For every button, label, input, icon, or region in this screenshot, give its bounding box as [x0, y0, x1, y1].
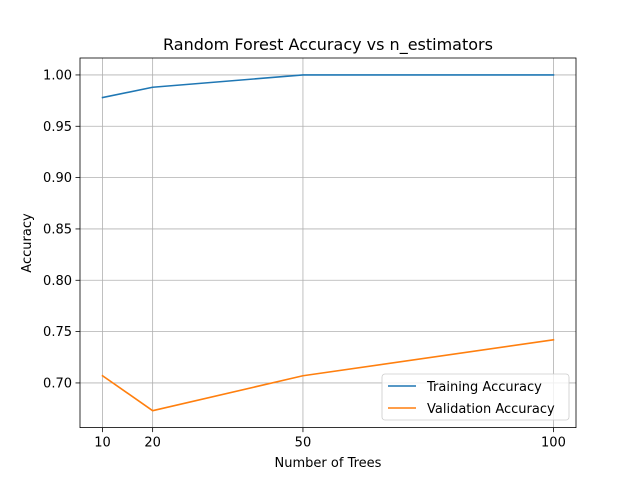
- x-tick-label: 100: [541, 436, 566, 451]
- x-gridlines: [102, 58, 554, 428]
- y-tick-label: 1.00: [43, 68, 72, 83]
- series-line-validation: [101, 338, 555, 412]
- plot-background: [80, 58, 576, 428]
- y-tick-label: 0.85: [43, 222, 72, 237]
- y-tick-label: 0.80: [43, 274, 72, 289]
- legend-label-training: Training Accuracy: [426, 380, 542, 395]
- series-lines: [101, 74, 555, 412]
- legend: Training Accuracy Validation Accuracy: [381, 373, 570, 421]
- y-tick-label: 0.75: [43, 325, 72, 340]
- x-axis-ticks: 10 20 50 100: [94, 427, 566, 451]
- legend-label-validation: Validation Accuracy: [427, 402, 555, 417]
- x-axis-title: Number of Trees: [275, 456, 382, 471]
- x-tick-label: 20: [144, 436, 161, 451]
- y-tick-label: 0.90: [43, 171, 72, 186]
- y-axis-ticks: 0.70 0.75 0.80 0.85 0.90 0.95 1.00: [43, 68, 80, 391]
- y-axis-title: Accuracy: [20, 213, 35, 273]
- x-tick-label: 50: [295, 436, 312, 451]
- y-tick-label: 0.95: [43, 120, 72, 135]
- legend-box: [381, 373, 570, 421]
- series-line-training: [101, 74, 555, 99]
- y-tick-label: 0.70: [43, 376, 72, 391]
- chart-title: Random Forest Accuracy vs n_estimators: [163, 35, 493, 55]
- x-tick-label: 10: [94, 436, 111, 451]
- plot-frame: [79, 57, 577, 429]
